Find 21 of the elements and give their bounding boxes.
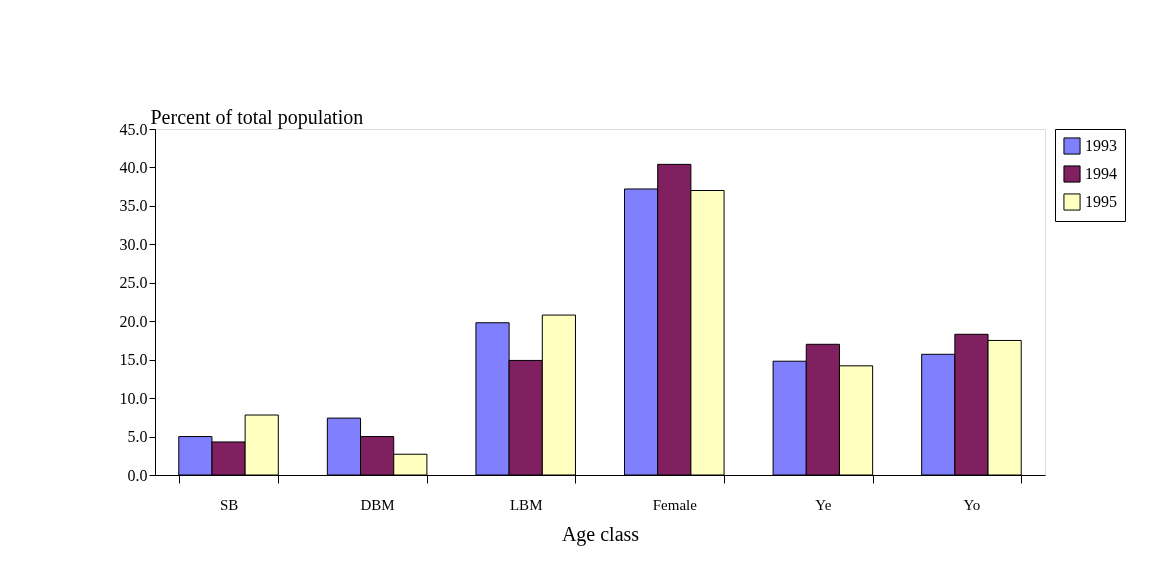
legend-label: 1994 — [1085, 165, 1117, 182]
y-tick-label: 25.0 — [119, 274, 148, 292]
y-tick-label: 35.0 — [119, 197, 148, 215]
y-tick-label: 45.0 — [119, 120, 148, 138]
legend-label: 1995 — [1085, 193, 1117, 210]
y-tick-label: 20.0 — [119, 312, 148, 330]
y-tick-label: 10.0 — [119, 389, 148, 407]
y-tick-label: 30.0 — [119, 235, 148, 253]
x-tick-label: SB — [219, 496, 239, 513]
x-tick-label: Ye — [815, 496, 832, 513]
x-axis-title: Age class — [561, 522, 640, 546]
legend-label: 1993 — [1085, 137, 1117, 154]
y-tick-label: 5.0 — [127, 428, 148, 446]
x-tick-label: Yo — [963, 496, 981, 513]
x-tick-label: Female — [652, 496, 698, 513]
y-tick-label: 40.0 — [119, 158, 148, 176]
x-tick-label: LBM — [509, 496, 543, 513]
y-tick-label: 0.0 — [127, 466, 148, 484]
y-axis-title: Percent of total population — [150, 105, 364, 129]
x-tick-label: DBM — [360, 496, 395, 513]
y-tick-label: 15.0 — [119, 351, 148, 369]
